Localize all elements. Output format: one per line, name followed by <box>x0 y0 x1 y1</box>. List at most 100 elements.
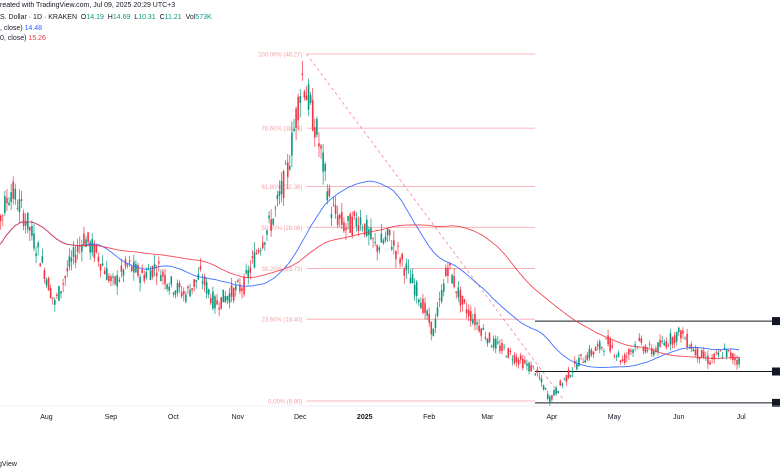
candle-body <box>642 347 645 352</box>
candle-body <box>459 290 462 306</box>
candle-body <box>259 250 262 252</box>
candle-body <box>507 348 510 358</box>
candle-body <box>519 355 522 360</box>
candle-body <box>646 350 649 352</box>
candle-body <box>440 290 443 302</box>
candle-body <box>322 152 324 172</box>
candle-body <box>130 266 133 271</box>
candle-body <box>76 246 79 252</box>
candle-body <box>266 230 268 235</box>
candle-body <box>347 216 349 221</box>
candle-body <box>214 296 216 309</box>
candle-body <box>734 357 736 361</box>
candle-body <box>203 276 206 286</box>
candle-body <box>665 341 668 348</box>
candle-body <box>220 297 222 309</box>
candle-body <box>497 341 499 344</box>
candle-body <box>546 394 549 399</box>
candle-body <box>128 260 131 263</box>
candle-body <box>249 267 252 273</box>
candle-body <box>241 288 243 291</box>
candle-body <box>299 96 302 104</box>
candle-body <box>434 318 437 329</box>
candle-body <box>372 238 374 239</box>
time-axis-tick-label: Sep <box>105 414 118 421</box>
time-axis-tick-label: Jun <box>673 414 684 421</box>
ma-fast-value: 14.48 <box>24 25 43 32</box>
candle-body <box>555 387 557 395</box>
candle-body <box>224 295 227 303</box>
candle-body <box>276 195 279 200</box>
candle-body <box>106 268 108 281</box>
candle-body <box>526 363 528 366</box>
candle-body <box>222 289 225 303</box>
candle-body <box>103 270 106 275</box>
candle-body <box>56 294 58 297</box>
candle-body <box>170 276 173 285</box>
fibonacci-retracement: 100.00% (46.27)78.60% (38.48)61.80% (32.… <box>258 53 535 406</box>
candle-body <box>432 328 435 337</box>
candle-body <box>453 276 455 288</box>
candle-body <box>314 127 316 138</box>
candle-body <box>207 289 210 295</box>
candle-body <box>661 340 663 343</box>
candle-body <box>6 197 8 204</box>
candle-body <box>401 253 403 260</box>
candle-body <box>122 269 125 276</box>
candle-body <box>349 213 351 233</box>
fib-label: 0.00% (9.80) <box>268 400 302 406</box>
candle-body <box>438 298 441 300</box>
header-credit: reated with TradingView.com, Jul 09, 202… <box>0 2 176 9</box>
time-axis-tick-label: Dec <box>294 414 307 421</box>
candle-body <box>139 276 141 283</box>
candle-body <box>108 276 110 282</box>
candle-body <box>41 256 44 263</box>
candle-body <box>513 354 516 364</box>
candle-body <box>442 283 445 292</box>
candle-body <box>528 362 530 372</box>
candle-body <box>62 283 64 285</box>
candle-body <box>623 354 626 363</box>
candle-body <box>584 360 586 363</box>
candle-body <box>709 362 711 365</box>
candle-body <box>717 352 720 356</box>
candle-body <box>83 233 85 246</box>
candle-body <box>237 280 239 282</box>
candle-body <box>405 263 408 271</box>
candle-body <box>187 286 189 289</box>
candle-body <box>112 276 114 278</box>
key-levels <box>535 317 780 407</box>
ma-slow-legend[interactable]: 0, close) 15.26 <box>0 35 46 42</box>
candle-body <box>274 207 277 209</box>
candle-body <box>540 378 543 383</box>
candle-body <box>576 363 578 370</box>
candle-body <box>253 251 256 268</box>
candle-body <box>640 338 643 343</box>
candle-body <box>230 284 233 297</box>
symbol-name: S. Dollar · 1D · KRAKEN <box>0 14 78 21</box>
candle-body <box>690 344 693 350</box>
candle-body <box>155 272 158 277</box>
candle-body <box>282 170 285 199</box>
candle-body <box>590 349 593 356</box>
candle-body <box>120 265 123 272</box>
candle-body <box>607 335 609 345</box>
ma-fast-legend[interactable]: , close) 14.48 <box>0 25 42 32</box>
candle-body <box>702 351 705 358</box>
candle-body <box>480 328 482 336</box>
candle-body <box>390 246 393 250</box>
candle-body <box>114 276 116 284</box>
candle-body <box>35 253 37 257</box>
candle-body <box>39 263 42 267</box>
candle-body <box>559 380 562 386</box>
candle-body <box>511 359 514 361</box>
candle-body <box>536 369 539 374</box>
candle-body <box>457 287 460 298</box>
candle-body <box>355 218 358 227</box>
candle-body <box>700 349 703 358</box>
candle-body <box>418 299 420 303</box>
candle-body <box>47 278 50 291</box>
candle-body <box>682 330 684 334</box>
candle-body <box>534 373 537 375</box>
